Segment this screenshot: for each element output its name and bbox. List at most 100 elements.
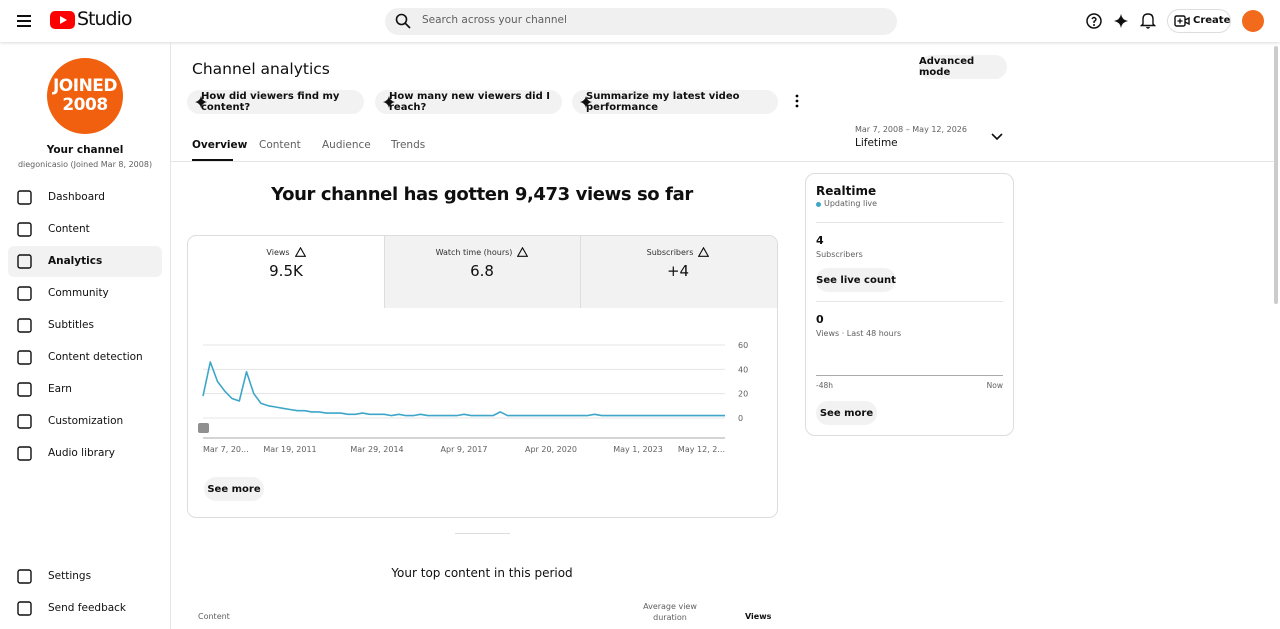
metric-divider <box>384 236 385 308</box>
subscribers-label: Subscribers <box>816 250 863 259</box>
nav-item[interactable]: Content detection <box>48 351 143 363</box>
nav-icon <box>17 286 32 301</box>
x-tick-label: Mar 7, 20... <box>203 445 249 454</box>
warning-icon <box>294 247 306 257</box>
metric-label-row: Subscribers <box>580 247 776 257</box>
nav-item[interactable]: Analytics <box>48 255 103 267</box>
nav-icon <box>17 254 32 269</box>
metric-label: Views <box>266 247 290 257</box>
live-dot <box>816 202 821 207</box>
metric-divider <box>580 236 581 308</box>
warning-shape <box>294 247 306 257</box>
logo-icon[interactable] <box>50 11 76 29</box>
views-label: Views · Last 48 hours <box>816 329 902 338</box>
divider <box>816 222 1003 223</box>
realtime-card: Realtime Updating live 4 Subscribers See… <box>805 173 1014 436</box>
create-button[interactable] <box>1167 9 1231 33</box>
create-icon <box>1174 15 1190 27</box>
tabs-divider <box>171 161 1275 162</box>
x-tick-label: Apr 20, 2020 <box>525 445 577 454</box>
warning-shape <box>698 247 710 257</box>
realtime-title: Realtime <box>816 184 877 198</box>
metric-tab[interactable]: Views 9.5K <box>188 236 384 308</box>
create-label: Create <box>1193 15 1231 26</box>
tab[interactable]: Content <box>259 139 301 151</box>
icon-shape <box>17 382 32 397</box>
icon-shape <box>17 286 32 301</box>
icon-shape <box>17 350 32 365</box>
tab[interactable]: Trends <box>391 139 426 151</box>
notifications-icon[interactable] <box>1140 12 1156 29</box>
x-tick-label: May 12, 2... <box>678 445 725 454</box>
icon-shape <box>17 601 32 616</box>
sparkle-shape <box>195 96 207 108</box>
avatar-text: JOINED 2008 <box>47 77 123 115</box>
footer-item[interactable]: Send feedback <box>48 602 127 614</box>
advanced-mode-button[interactable]: Advanced mode <box>919 55 1007 79</box>
prompt-chip[interactable]: How many new viewers did I reach? <box>375 90 562 114</box>
nav-icon <box>17 318 32 333</box>
nav-item[interactable]: Customization <box>48 415 124 427</box>
more-options[interactable] <box>794 94 800 108</box>
search-box[interactable] <box>385 8 897 35</box>
table-header: Average view duration <box>643 602 697 622</box>
see-live-count-button[interactable]: See live count <box>816 268 896 292</box>
ai-icon[interactable] <box>1113 13 1129 29</box>
tab-underline <box>192 159 233 161</box>
annotation-badge[interactable] <box>198 423 209 433</box>
x-tick-label: May 1, 2023 <box>613 445 663 454</box>
menu-button[interactable] <box>17 14 33 28</box>
sparkle-icon <box>383 96 395 108</box>
icon-shape <box>17 318 32 333</box>
footer-item[interactable]: Settings <box>48 570 92 582</box>
prompt-chip[interactable]: Summarize my latest video performance <box>572 90 778 114</box>
tab[interactable]: Overview <box>192 139 248 151</box>
nav-item[interactable]: Subtitles <box>48 319 94 331</box>
nav-item[interactable]: Dashboard <box>48 191 105 203</box>
headline: Your channel has gotten 9,473 views so f… <box>271 184 693 205</box>
y-tick-label: 60 <box>738 341 748 350</box>
nav-icon <box>17 190 32 205</box>
period[interactable]: Lifetime <box>855 137 898 149</box>
metric-value: 9.5K <box>269 262 303 280</box>
realtime-see-more[interactable]: See more <box>816 401 877 425</box>
nav-icon <box>17 414 32 429</box>
axis-label: Now <box>986 381 1003 390</box>
nav-item[interactable]: Content <box>48 223 90 235</box>
nav-icon <box>17 601 32 616</box>
search-icon <box>395 13 411 29</box>
help-icon[interactable] <box>1086 13 1102 29</box>
date-range[interactable]: Mar 7, 2008 – May 12, 2026 <box>855 125 967 134</box>
channel-avatar[interactable] <box>47 58 123 134</box>
y-tick-label: 20 <box>738 390 748 399</box>
metric-value: 6.8 <box>470 262 494 280</box>
account-avatar[interactable] <box>1242 10 1264 32</box>
nav-item[interactable]: Audio library <box>48 447 115 459</box>
nav-item[interactable]: Earn <box>48 383 72 395</box>
warning-icon <box>698 247 710 257</box>
metric-tab[interactable]: Watch time (hours) 6.8 <box>384 236 580 308</box>
tab[interactable]: Audience <box>322 139 371 151</box>
sparkle-icon <box>195 96 207 108</box>
see-more-button[interactable]: See more <box>204 477 264 501</box>
section-divider <box>455 533 510 534</box>
date-dropdown[interactable] <box>991 133 1003 141</box>
icon-shape <box>17 446 32 461</box>
icon-shape <box>17 569 32 584</box>
views-chart: 0 20 40 60 Mar 7, 20... Mar 19, 2011 Mar 29, 2… <box>198 341 748 454</box>
realtime-axis <box>816 375 1003 376</box>
metric-tab[interactable]: Subscribers +4 <box>580 236 776 308</box>
divider <box>816 301 1003 302</box>
nav-item[interactable]: Community <box>48 287 109 299</box>
nav-icon <box>17 382 32 397</box>
scrollbar[interactable] <box>1274 46 1278 304</box>
logo-text[interactable]: Studio <box>77 8 133 30</box>
nav-icon <box>17 350 32 365</box>
sparkle-icon <box>580 96 592 108</box>
prompt-chip[interactable]: How did viewers find my content? <box>187 90 364 114</box>
icon-shape <box>17 190 32 205</box>
realtime-status: Updating live <box>824 199 878 208</box>
views-count: 0 <box>816 313 824 326</box>
